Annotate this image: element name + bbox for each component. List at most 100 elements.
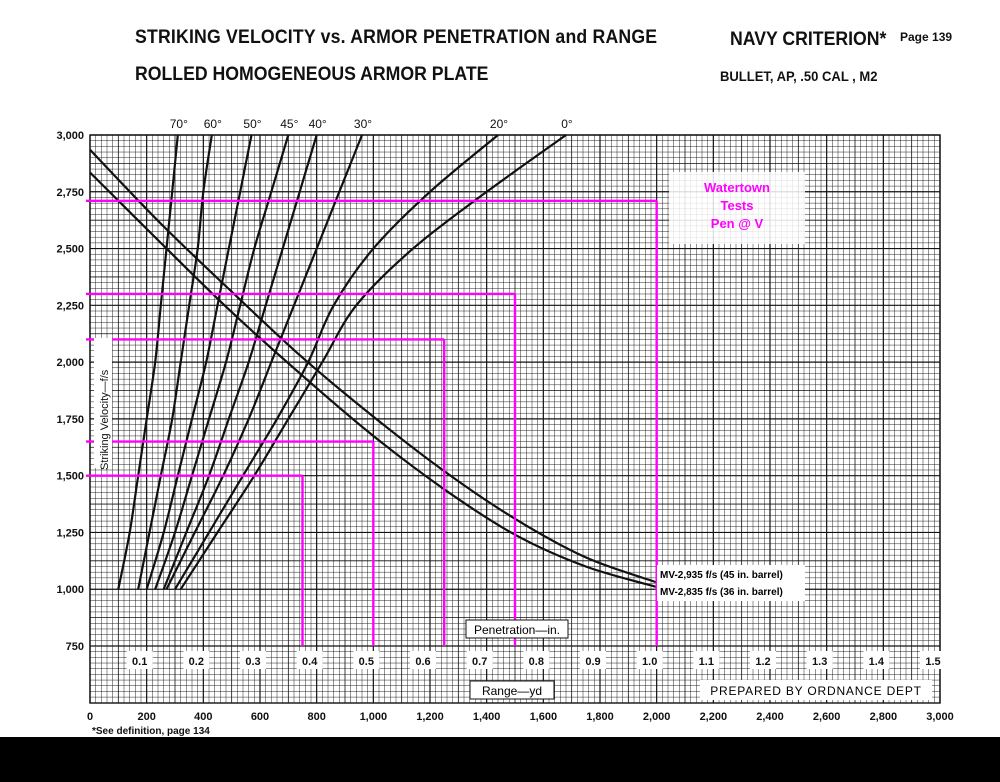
range-axis-label-box xyxy=(469,680,555,700)
y-tick-label: 1,750 xyxy=(56,414,84,426)
annotation-line-3: Pen @ V xyxy=(711,216,764,231)
y-axis-label-bg xyxy=(94,338,112,468)
pen-tick-label: 0.8 xyxy=(529,656,544,668)
pen-tick-bg xyxy=(466,651,493,669)
pen-tick-label: 1.5 xyxy=(925,656,940,668)
range-tick-bg xyxy=(638,707,675,723)
bullet-label: BULLET, AP, .50 CAL , M2 xyxy=(720,68,878,84)
obliquity-label-bg xyxy=(163,114,194,132)
y-tick-label: 2,750 xyxy=(56,187,84,199)
obliquity-label-0: 70° xyxy=(170,117,188,131)
obliquity-label-bg xyxy=(274,114,305,132)
pen-tick-label: 0.3 xyxy=(245,656,260,668)
obliquity-curves: 70° 60° 50° 45° 40° 30° 20° 0° xyxy=(117,114,582,590)
range-tick-bg xyxy=(752,707,788,723)
range-tick-label: 1,800 xyxy=(586,711,614,723)
pen-tick-bg xyxy=(750,651,776,669)
chart-title: STRIKING VELOCITY vs. ARMOR PENETRATION … xyxy=(135,27,658,48)
range-tick-label: 2,600 xyxy=(813,711,841,723)
pen-tick-bg xyxy=(806,651,833,669)
pen-tick-bg xyxy=(523,651,550,669)
penetration-axis-label-box xyxy=(465,619,569,639)
y-axis-ticks: 750 1,000 1,250 1,500 1,750 2,000 2,250 2,500 2,… xyxy=(56,130,84,653)
pen-tick-bg xyxy=(920,651,946,669)
obliquity-curve-4 xyxy=(162,134,318,590)
range-tick-label: 600 xyxy=(251,711,269,723)
obliquity-curve-1 xyxy=(137,134,213,590)
range-curve-0 xyxy=(89,149,658,584)
obliquity-label-1: 60° xyxy=(204,117,222,131)
y-tick-label: 2,000 xyxy=(56,357,84,369)
pen-tick-label: 0.1 xyxy=(132,656,147,668)
axis-titles: Penetration—in. Range—yd PREPARED BY ORD… xyxy=(465,619,932,700)
range-tick-bg xyxy=(355,707,392,723)
obliquity-label-bg xyxy=(348,114,378,132)
obliquity-label-4: 40° xyxy=(309,117,327,131)
y-axis-label: Striking Velocity—f/s xyxy=(99,369,111,470)
pen-tick-bg xyxy=(240,651,266,669)
range-curves xyxy=(89,149,658,589)
range-tick-label: 2,400 xyxy=(756,711,784,723)
penetration-axis-label: Penetration—in. xyxy=(474,623,560,637)
y-tick-label: 1,000 xyxy=(56,584,84,596)
obliquity-label-bg xyxy=(237,114,268,132)
obliquity-label-6: 20° xyxy=(490,117,508,131)
pen-tick-bg xyxy=(580,651,606,669)
prepared-by-box xyxy=(700,680,932,700)
pen-tick-label: 0.2 xyxy=(189,656,204,668)
range-curve-1 xyxy=(89,171,658,589)
range-label-bg xyxy=(657,565,805,601)
y-tick-label: 3,000 xyxy=(56,130,84,142)
annotation-line-2: Tests xyxy=(721,198,754,213)
range-tick-bg xyxy=(298,707,335,723)
chart-labels: 0.1 0.2 0.3 0.4 0.5 0.6 0.7 0.8 0.9 1.0 1.1 1.2 1.3 1… xyxy=(72,651,958,723)
range-tick-bg xyxy=(128,707,165,723)
pen-tick-bg xyxy=(183,651,210,669)
range-tick-label: 2,800 xyxy=(870,711,898,723)
pen-tick-bg xyxy=(410,651,436,669)
pen-tick-label: 0.4 xyxy=(302,656,318,668)
pen-tick-bg xyxy=(693,651,720,669)
range-tick-bg xyxy=(525,707,562,723)
range-tick-label: 0 xyxy=(87,711,93,723)
range-tick-bg xyxy=(922,707,958,723)
range-tick-label: 2,000 xyxy=(643,711,671,723)
range-tick-label: 400 xyxy=(194,711,212,723)
criterion-label: NAVY CRITERION* xyxy=(730,29,887,50)
range-tick-label: 3,000 xyxy=(926,711,954,723)
annotation-line-1: Watertown xyxy=(704,180,770,195)
obliquity-label-3: 45° xyxy=(280,117,298,131)
range-tick-bg xyxy=(695,707,732,723)
y-tick-label: 1,500 xyxy=(56,471,84,483)
obliquity-label-bg xyxy=(302,114,333,132)
obliquity-label-2: 50° xyxy=(243,117,261,131)
range-tick-bg xyxy=(412,707,448,723)
range-series-label-2: MV-2,835 f/s (36 in. barrel) xyxy=(660,587,783,598)
pen-tick-label: 1.2 xyxy=(755,656,770,668)
chart-subtitle: ROLLED HOMOGENEOUS ARMOR PLATE xyxy=(135,64,489,85)
range-tick-label: 200 xyxy=(137,711,155,723)
range-tick-bg xyxy=(865,707,902,723)
range-tick-bg xyxy=(468,707,505,723)
range-series-label-1: MV-2,935 f/s (45 in. barrel) xyxy=(660,570,783,581)
range-tick-label: 800 xyxy=(307,711,325,723)
pen-tick-bg xyxy=(296,651,323,669)
footnote: *See definition, page 134 xyxy=(92,726,210,737)
pen-tick-bg xyxy=(126,651,153,669)
watertown-annotation: Watertown Tests Pen @ V xyxy=(669,172,805,244)
obliquity-curve-0 xyxy=(117,134,179,590)
pen-tick-label: 0.5 xyxy=(359,656,374,668)
range-tick-label: 1,600 xyxy=(530,711,558,723)
obliquity-curve-2 xyxy=(145,134,253,590)
range-curve-labels: MV-2,935 f/s (45 in. barrel) MV-2,835 f/… xyxy=(657,565,805,601)
pen-tick-label: 0.6 xyxy=(415,656,430,668)
range-tick-bg xyxy=(185,707,222,723)
y-tick-label: 2,500 xyxy=(56,244,84,256)
range-axis-label: Range—yd xyxy=(482,684,542,698)
pen-tick-bg xyxy=(863,651,890,669)
pen-tick-label: 1.4 xyxy=(869,656,885,668)
pen-tick-label: 1.1 xyxy=(699,656,714,668)
range-tick-label: 1,000 xyxy=(360,711,388,723)
obliquity-label-5: 30° xyxy=(354,117,372,131)
y-tick-label: 2,250 xyxy=(56,300,84,312)
